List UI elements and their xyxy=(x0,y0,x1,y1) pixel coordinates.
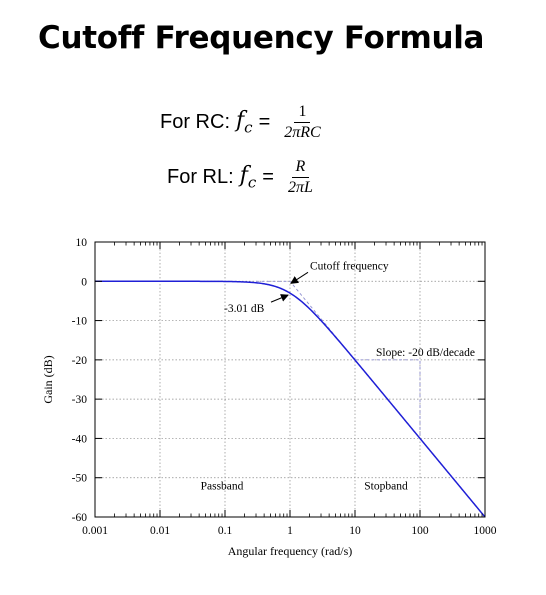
y-tick-label: -60 xyxy=(72,512,88,524)
rl-formula-fraction: R 2πL xyxy=(288,158,313,197)
axis-labels: 0.001 0.01 0.1 1 10 100 1000100-10-20-30-40-50… xyxy=(41,237,497,558)
rc-formula-fraction: 1 2πRC xyxy=(284,103,320,142)
rc-formula-equals: = xyxy=(258,111,271,133)
x-tick-label: 0.1 xyxy=(218,525,233,537)
gain-curve xyxy=(95,280,486,518)
x-tick-label: 1000 xyxy=(474,525,497,537)
rl-numerator: R xyxy=(291,158,310,178)
y-tick-label: 0 xyxy=(81,276,87,288)
y-tick-label: -20 xyxy=(72,355,88,367)
y-tick-label: -10 xyxy=(72,316,88,328)
x-tick-label: 0.001 xyxy=(82,525,108,537)
rc-formula-label: For RC: xyxy=(160,111,230,133)
slope-guide-line xyxy=(355,359,421,439)
axis-ticks xyxy=(94,241,486,518)
rl-formula-symbol: fc xyxy=(239,163,257,192)
annotations: Cutoff frequency -3.01 dB Slope: -20 dB/de… xyxy=(201,260,475,492)
rl-denominator: 2πL xyxy=(287,179,313,196)
page-title: Cutoff Frequency Formula xyxy=(38,20,485,56)
y-tick-label: -30 xyxy=(72,394,88,406)
gain-curve-layer xyxy=(95,280,486,518)
annotation-passband: Passband xyxy=(201,481,244,493)
annotation-minus-3db: -3.01 dB xyxy=(224,303,265,315)
annotation-cutoff-frequency: Cutoff frequency xyxy=(310,260,389,272)
x-tick-label: 100 xyxy=(411,525,429,537)
x-tick-label: 0.01 xyxy=(150,525,170,537)
rc-formula-symbol: fc xyxy=(236,108,253,137)
x-axis-label: Angular frequency (rad/s) xyxy=(228,544,353,558)
rl-formula-equals: = xyxy=(262,166,274,188)
annotation-cutoff-arrow xyxy=(290,271,309,284)
rl-formula: For RL: fc = R 2πL xyxy=(167,158,313,197)
grid-lines xyxy=(95,242,485,517)
rc-denominator: 2πRC xyxy=(284,124,321,141)
rc-formula: For RC: fc = 1 2πRC xyxy=(160,103,321,142)
annotation-minus-3db-arrow xyxy=(270,294,289,303)
rl-formula-label: For RL: xyxy=(167,166,234,188)
x-tick-label: 1 xyxy=(287,525,293,537)
y-tick-label: -50 xyxy=(72,473,88,485)
annotation-stopband: Stopband xyxy=(364,481,408,493)
y-axis-label: Gain (dB) xyxy=(41,355,55,403)
annotation-slope: Slope: -20 dB/decade xyxy=(376,347,475,359)
y-tick-label: -40 xyxy=(72,433,88,445)
rc-numerator: 1 xyxy=(294,103,311,123)
y-tick-label: 10 xyxy=(76,237,88,249)
x-tick-label: 10 xyxy=(349,525,361,537)
